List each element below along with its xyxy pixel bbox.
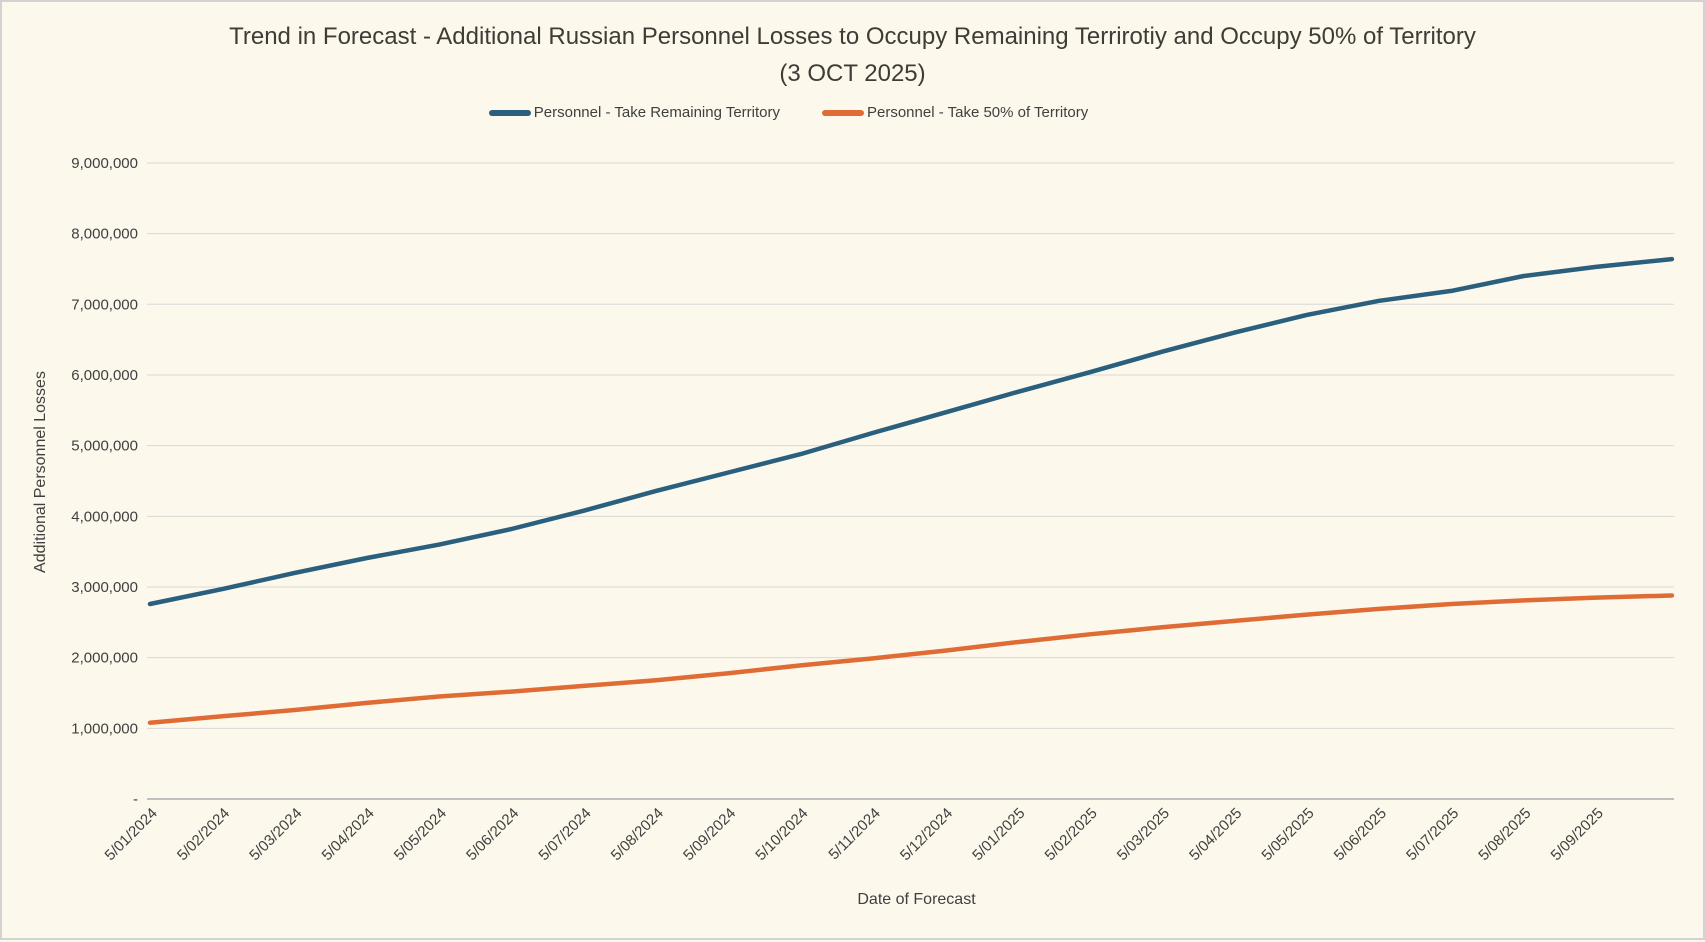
x-tick-label: 5/03/2025 [1114, 805, 1173, 864]
x-tick-label: 5/01/2025 [969, 805, 1028, 864]
chart-title: Trend in Forecast - Additional Russian P… [2, 18, 1703, 92]
x-tick-label: 5/08/2025 [1475, 805, 1534, 864]
chart-title-line1: Trend in Forecast - Additional Russian P… [229, 23, 1476, 50]
legend-swatch-take-50-percent [822, 109, 864, 116]
y-tick-label: 3,000,000 [71, 579, 138, 596]
x-tick-label: 5/02/2024 [174, 805, 233, 864]
x-tick-label: 5/07/2024 [535, 805, 594, 864]
legend-label: Personnel - Take 50% of Territory [867, 104, 1089, 121]
x-tick-label: 5/02/2025 [1042, 805, 1101, 864]
x-tick-label: 5/06/2024 [463, 805, 522, 864]
x-tick-label: 5/01/2024 [102, 805, 161, 864]
y-tick-label: 7,000,000 [71, 296, 138, 313]
x-tick-label: 5/08/2024 [608, 805, 667, 864]
y-tick-label: 9,000,000 [71, 155, 138, 172]
x-tick-label: 5/04/2025 [1186, 805, 1245, 864]
y-tick-label: 4,000,000 [71, 508, 138, 525]
y-tick-label: 2,000,000 [71, 650, 138, 667]
x-tick-label: 5/04/2024 [319, 805, 378, 864]
y-tick-label: 5,000,000 [71, 438, 138, 455]
x-tick-label: 5/03/2024 [246, 805, 305, 864]
legend-item-take-remaining-territory: Personnel - Take Remaining Territory [488, 104, 780, 121]
series-line-personnel-take-remaining-territory [147, 256, 1675, 607]
x-tick-label: 5/07/2025 [1403, 805, 1462, 864]
y-tick-label: - [133, 791, 138, 808]
x-axis-title: Date of Forecast [857, 891, 976, 908]
chart-title-line2: (3 OCT 2025) [779, 60, 926, 87]
x-tick-label: 5/06/2025 [1331, 805, 1390, 864]
series-line-personnel-take-50-of-territory [147, 593, 1675, 725]
legend: Personnel - Take Remaining Territory Per… [0, 104, 1639, 121]
x-tick-label: 5/11/2024 [825, 805, 883, 863]
legend-label: Personnel - Take Remaining Territory [533, 104, 780, 121]
x-tick-label: 5/12/2024 [897, 805, 956, 864]
y-tick-label: 1,000,000 [71, 720, 138, 737]
x-tick-label: 5/05/2025 [1258, 805, 1317, 864]
legend-swatch-take-remaining-territory [488, 109, 531, 116]
legend-item-take-50-percent: Personnel - Take 50% of Territory [822, 104, 1088, 121]
x-tick-label: 5/05/2024 [391, 805, 450, 864]
y-tick-label: 8,000,000 [71, 226, 138, 243]
y-tick-label: 6,000,000 [71, 367, 138, 384]
x-tick-label: 5/09/2025 [1548, 805, 1607, 864]
x-tick-label: 5/09/2024 [680, 805, 739, 864]
x-tick-label: 5/10/2024 [752, 805, 811, 864]
